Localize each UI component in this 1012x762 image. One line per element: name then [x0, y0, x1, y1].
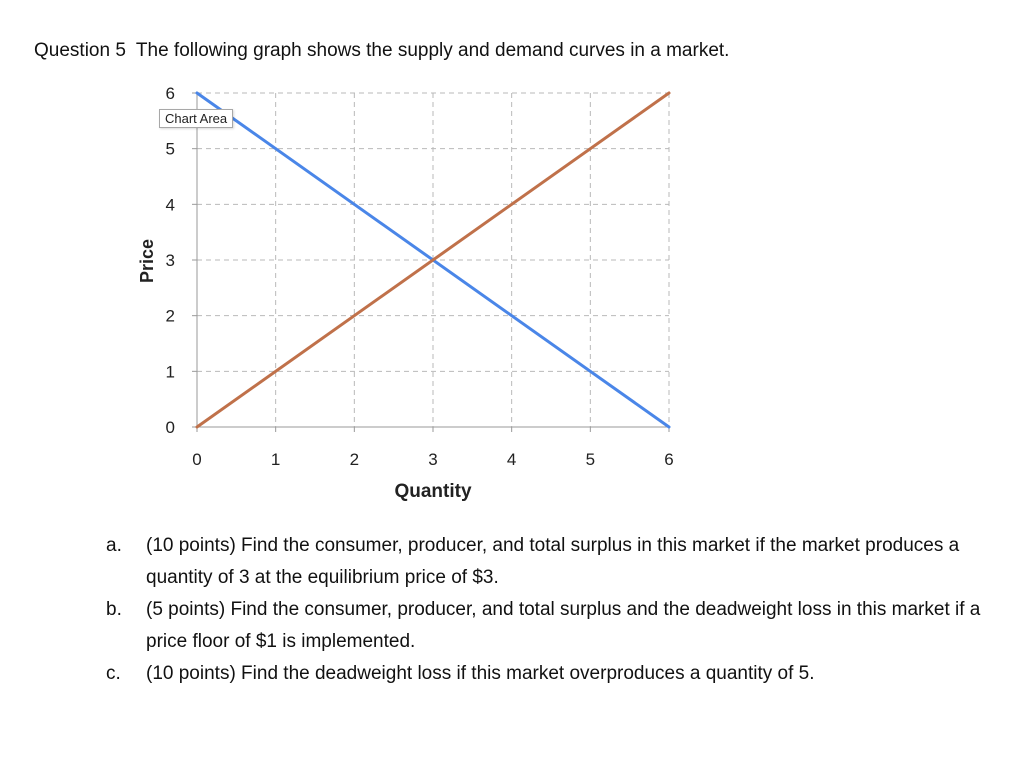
list-item: c. (10 points) Find the deadweight loss … [106, 658, 986, 690]
chart-tick-labels: 0 1 2 3 4 5 6 0 1 2 3 4 5 6 [166, 84, 674, 469]
x-tick-label: 6 [664, 450, 673, 469]
item-text: (5 points) Find the consumer, producer, … [146, 599, 981, 652]
y-tick-label: 4 [166, 195, 175, 214]
y-tick-label: 3 [166, 251, 175, 270]
x-tick-label: 3 [428, 450, 437, 469]
y-tick-label: 1 [166, 362, 175, 381]
x-tick-label: 0 [192, 450, 201, 469]
y-axis-label: Price [137, 239, 157, 283]
question-items: a. (10 points) Find the consumer, produc… [106, 530, 986, 690]
x-tick-label: 1 [271, 450, 280, 469]
supply-demand-chart: 0 1 2 3 4 5 6 0 1 2 3 4 5 6 Quantity Price [137, 84, 674, 502]
question-number: Question 5 [34, 40, 126, 61]
item-text: (10 points) Find the deadweight loss if … [146, 663, 815, 684]
x-tick-label: 4 [507, 450, 516, 469]
chart-area-tooltip: Chart Area [159, 109, 234, 128]
item-marker: b. [106, 599, 122, 620]
list-item: a. (10 points) Find the consumer, produc… [106, 530, 986, 594]
list-item: b. (5 points) Find the consumer, produce… [106, 594, 986, 658]
y-tick-label: 2 [166, 307, 175, 326]
item-marker: c. [106, 663, 121, 684]
item-marker: a. [106, 535, 122, 556]
item-text: (10 points) Find the consumer, producer,… [146, 535, 960, 588]
x-tick-label: 5 [586, 450, 595, 469]
x-axis-label: Quantity [394, 481, 471, 502]
y-tick-label: 5 [166, 140, 175, 159]
chart-axes [192, 92, 670, 432]
chart-series [195, 91, 671, 429]
y-tick-label: 0 [166, 418, 175, 437]
y-tick-label: 6 [166, 84, 175, 103]
question-heading: Question 5 The following graph shows the … [34, 40, 729, 62]
series-line-2 [195, 91, 671, 429]
question-prompt: The following graph shows the supply and… [135, 40, 730, 61]
x-tick-label: 2 [350, 450, 359, 469]
